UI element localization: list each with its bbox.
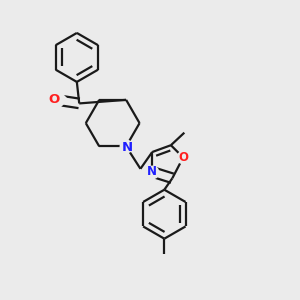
Text: O: O [48,93,59,106]
Text: O: O [179,151,189,164]
Text: N: N [122,141,133,154]
Text: N: N [147,165,157,178]
